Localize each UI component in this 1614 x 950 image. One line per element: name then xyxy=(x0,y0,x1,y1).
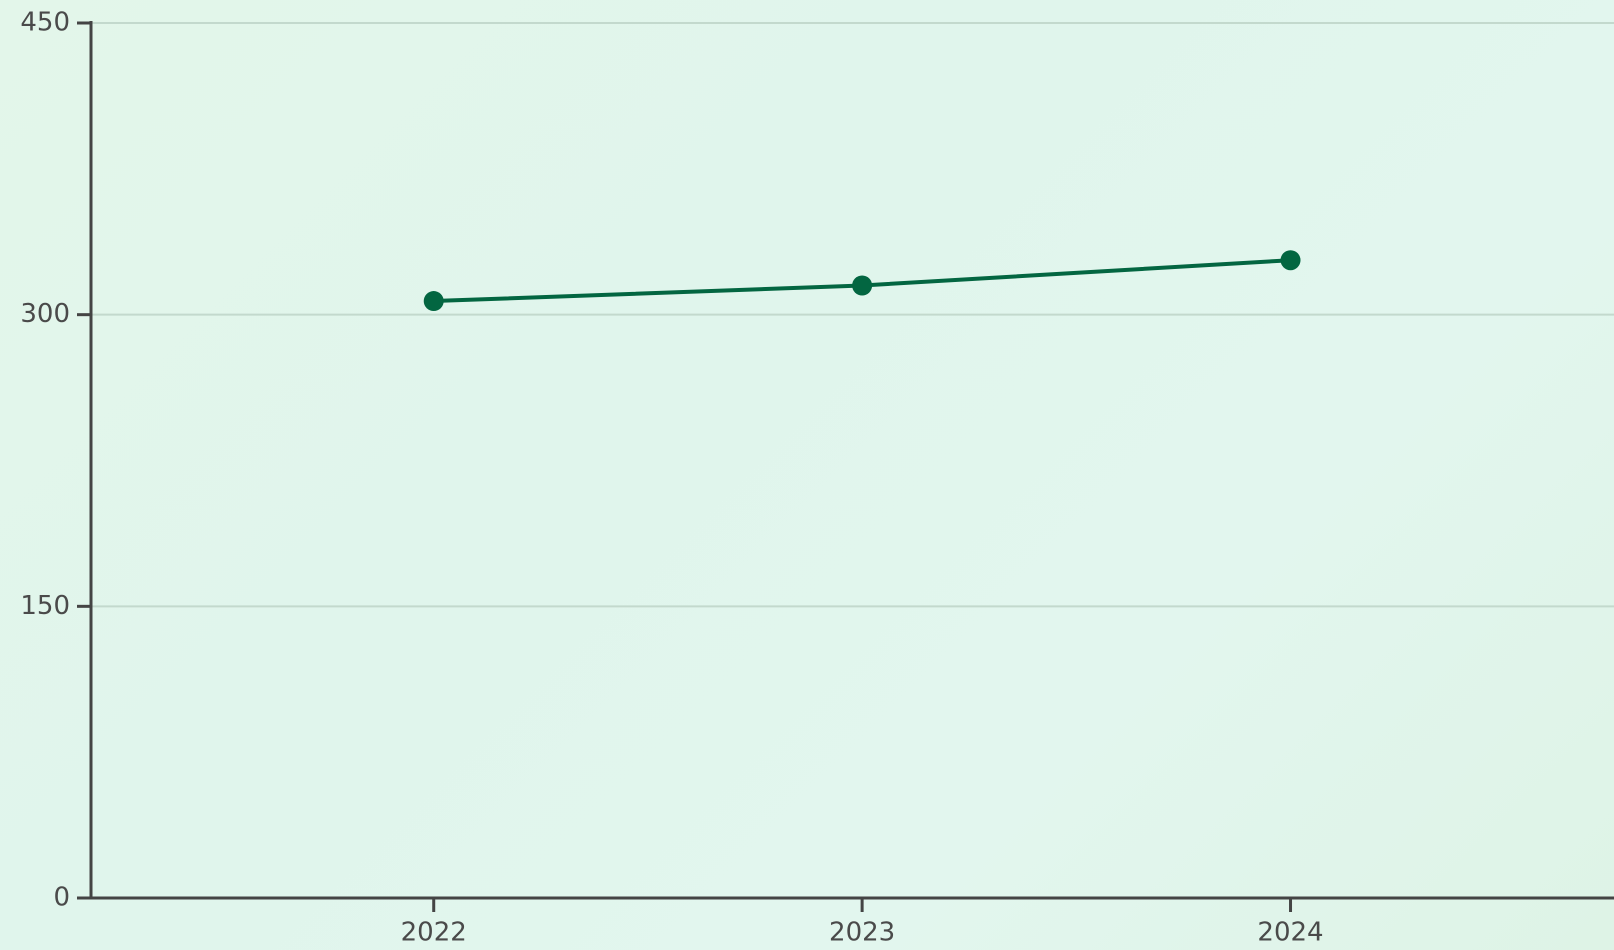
x-tick-label: 2023 xyxy=(829,918,895,948)
y-tick-label: 450 xyxy=(20,8,70,38)
y-tick-label: 150 xyxy=(20,591,70,621)
point xyxy=(852,275,873,296)
x-tick-label: 2022 xyxy=(401,918,467,948)
y-tick-label: 0 xyxy=(53,883,70,913)
point xyxy=(1280,250,1301,271)
y-tick-label: 300 xyxy=(20,299,70,329)
point xyxy=(423,291,444,312)
x-tick-label: 2024 xyxy=(1257,918,1323,948)
